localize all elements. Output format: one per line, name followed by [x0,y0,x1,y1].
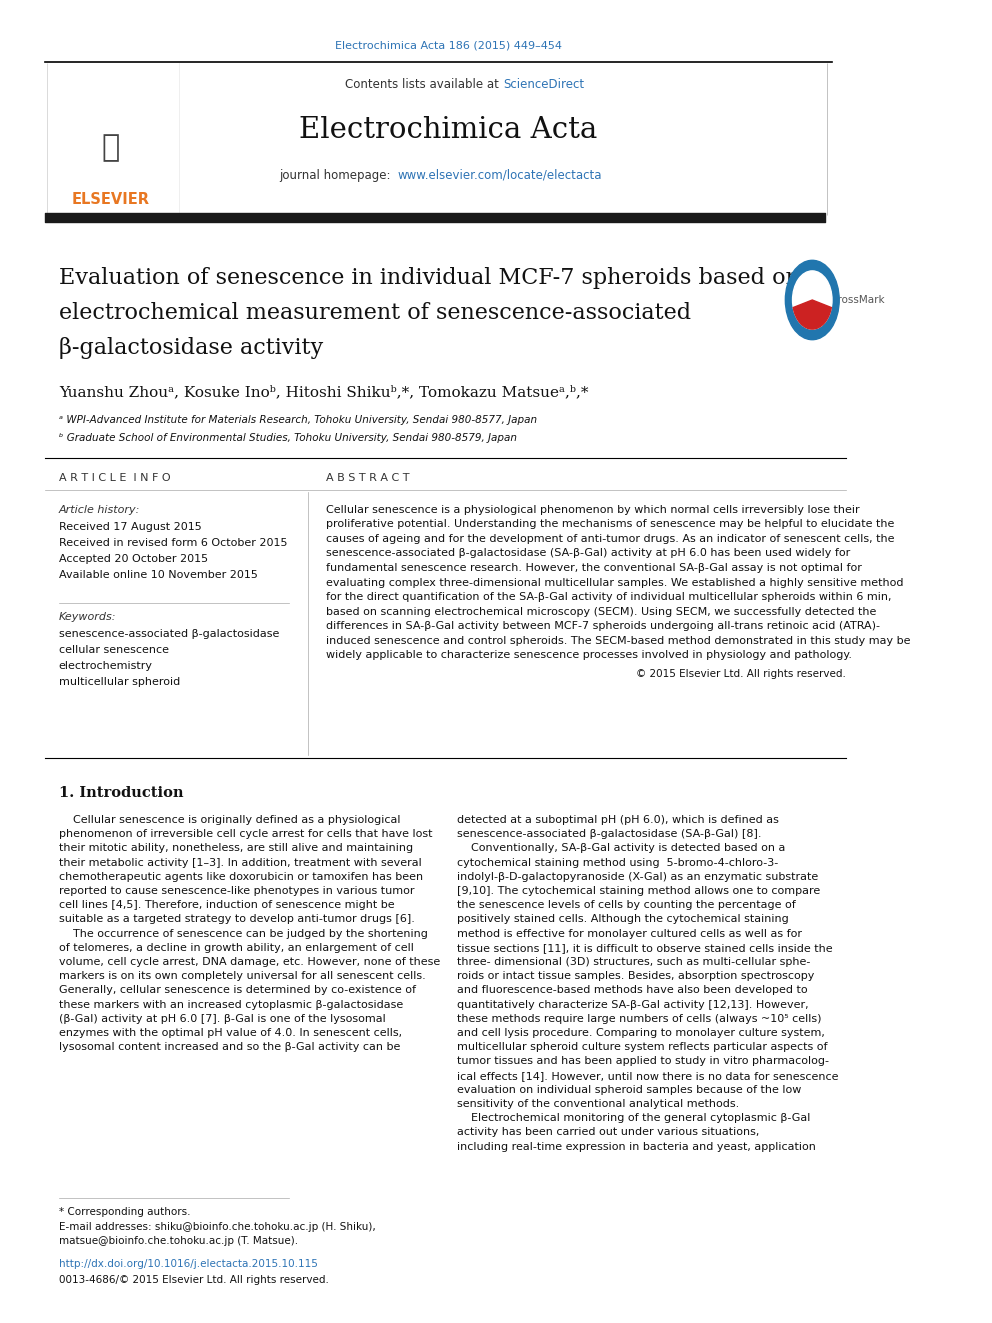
Text: including real-time expression in bacteria and yeast, application: including real-time expression in bacter… [456,1142,815,1151]
Text: evaluating complex three-dimensional multicellular samples. We established a hig: evaluating complex three-dimensional mul… [325,578,903,587]
Text: method is effective for monolayer cultured cells as well as for: method is effective for monolayer cultur… [456,929,802,938]
Text: evaluation on individual spheroid samples because of the low: evaluation on individual spheroid sample… [456,1085,802,1095]
Text: Received in revised form 6 October 2015: Received in revised form 6 October 2015 [59,538,288,548]
Text: the senescence levels of cells by counting the percentage of: the senescence levels of cells by counti… [456,900,796,910]
Text: Available online 10 November 2015: Available online 10 November 2015 [59,570,258,579]
Text: ical effects [14]. However, until now there is no data for senescence: ical effects [14]. However, until now th… [456,1070,838,1081]
Text: cell lines [4,5]. Therefore, induction of senescence might be: cell lines [4,5]. Therefore, induction o… [59,900,395,910]
Text: tissue sections [11], it is difficult to observe stained cells inside the: tissue sections [11], it is difficult to… [456,943,832,953]
Text: of telomeres, a decline in growth ability, an enlargement of cell: of telomeres, a decline in growth abilit… [59,943,414,953]
Text: cellular senescence: cellular senescence [59,646,169,655]
Text: 1. Introduction: 1. Introduction [59,786,184,800]
Text: enzymes with the optimal pH value of 4.0. In senescent cells,: enzymes with the optimal pH value of 4.0… [59,1028,402,1039]
Text: widely applicable to characterize senescence processes involved in physiology an: widely applicable to characterize senesc… [325,650,852,660]
Text: Electrochimica
Acta: Electrochimica Acta [830,131,884,148]
Text: matsue@bioinfo.che.tohoku.ac.jp (T. Matsue).: matsue@bioinfo.che.tohoku.ac.jp (T. Mats… [59,1236,298,1246]
Text: www.elsevier.com/locate/electacta: www.elsevier.com/locate/electacta [398,168,602,181]
Text: β-galactosidase activity: β-galactosidase activity [59,337,323,359]
Text: chemotherapeutic agents like doxorubicin or tamoxifen has been: chemotherapeutic agents like doxorubicin… [59,872,423,882]
Text: (β-Gal) activity at pH 6.0 [7]. β-Gal is one of the lysosomal: (β-Gal) activity at pH 6.0 [7]. β-Gal is… [59,1013,386,1024]
Text: their metabolic activity [1–3]. In addition, treatment with several: their metabolic activity [1–3]. In addit… [59,857,422,868]
Text: Contents lists available at: Contents lists available at [345,78,503,90]
Text: ELSEVIER: ELSEVIER [71,193,150,208]
Text: sensitivity of the conventional analytical methods.: sensitivity of the conventional analytic… [456,1099,739,1109]
Text: phenomenon of irreversible cell cycle arrest for cells that have lost: phenomenon of irreversible cell cycle ar… [59,830,433,839]
Text: tumor tissues and has been applied to study in vitro pharmacolog-: tumor tissues and has been applied to st… [456,1056,828,1066]
Text: and cell lysis procedure. Comparing to monolayer culture system,: and cell lysis procedure. Comparing to m… [456,1028,824,1039]
Text: ᵃ WPI-Advanced Institute for Materials Research, Tohoku University, Sendai 980-8: ᵃ WPI-Advanced Institute for Materials R… [59,415,537,425]
Text: A B S T R A C T: A B S T R A C T [325,474,409,483]
Text: Cellular senescence is originally defined as a physiological: Cellular senescence is originally define… [59,815,401,826]
Text: three- dimensional (3D) structures, such as multi-cellular sphe-: three- dimensional (3D) structures, such… [456,957,810,967]
Text: markers is on its own completely universal for all senescent cells.: markers is on its own completely univers… [59,971,426,982]
Text: reported to cause senescence-like phenotypes in various tumor: reported to cause senescence-like phenot… [59,886,415,896]
Text: cytochemical staining method using  5-bromo-4-chloro-3-: cytochemical staining method using 5-bro… [456,857,778,868]
Text: suitable as a targeted strategy to develop anti-tumor drugs [6].: suitable as a targeted strategy to devel… [59,914,415,925]
Text: Keywords:: Keywords: [59,613,116,622]
Text: lysosomal content increased and so the β-Gal activity can be: lysosomal content increased and so the β… [59,1043,400,1052]
Text: journal homepage:: journal homepage: [279,168,398,181]
Text: The occurrence of senescence can be judged by the shortening: The occurrence of senescence can be judg… [59,929,428,938]
Text: quantitatively characterize SA-β-Gal activity [12,13]. However,: quantitatively characterize SA-β-Gal act… [456,1000,808,1009]
Text: CrossMark: CrossMark [830,295,885,306]
Text: © 2015 Elsevier Ltd. All rights reserved.: © 2015 Elsevier Ltd. All rights reserved… [636,668,846,679]
Text: Article history:: Article history: [59,505,140,515]
Text: * Corresponding authors.: * Corresponding authors. [59,1207,190,1217]
Text: and fluorescence-based methods have also been developed to: and fluorescence-based methods have also… [456,986,807,995]
Text: these methods require large numbers of cells (always ~10⁵ cells): these methods require large numbers of c… [456,1013,821,1024]
Text: Generally, cellular senescence is determined by co-existence of: Generally, cellular senescence is determ… [59,986,416,995]
Text: Yuanshu Zhouᵃ, Kosuke Inoᵇ, Hitoshi Shikuᵇ,*, Tomokazu Matsueᵃ,ᵇ,*: Yuanshu Zhouᵃ, Kosuke Inoᵇ, Hitoshi Shik… [59,385,588,400]
Text: roids or intact tissue samples. Besides, absorption spectroscopy: roids or intact tissue samples. Besides,… [456,971,814,982]
Wedge shape [794,300,831,329]
Text: activity has been carried out under various situations,: activity has been carried out under vari… [456,1127,759,1138]
Text: Received 17 August 2015: Received 17 August 2015 [59,523,201,532]
Text: volume, cell cycle arrest, DNA damage, etc. However, none of these: volume, cell cycle arrest, DNA damage, e… [59,957,440,967]
Text: their mitotic ability, nonetheless, are still alive and maintaining: their mitotic ability, nonetheless, are … [59,843,413,853]
Text: http://dx.doi.org/10.1016/j.electacta.2015.10.115: http://dx.doi.org/10.1016/j.electacta.20… [59,1259,317,1269]
Text: Electrochimica Acta: Electrochimica Acta [300,116,598,144]
Text: Electrochimica Acta 186 (2015) 449–454: Electrochimica Acta 186 (2015) 449–454 [335,40,562,50]
Text: electrochemical measurement of senescence-associated: electrochemical measurement of senescenc… [59,302,690,324]
Text: multicellular spheroid culture system reflects particular aspects of: multicellular spheroid culture system re… [456,1043,827,1052]
Text: 🌳: 🌳 [101,134,119,163]
Circle shape [793,271,832,329]
Text: Evaluation of senescence in individual MCF-7 spheroids based on: Evaluation of senescence in individual M… [59,267,800,288]
Text: Electrochemical monitoring of the general cytoplasmic β-Gal: Electrochemical monitoring of the genera… [456,1113,810,1123]
Text: indolyl-β-D-galactopyranoside (X-Gal) as an enzymatic substrate: indolyl-β-D-galactopyranoside (X-Gal) as… [456,872,818,882]
Text: electrochemistry: electrochemistry [59,662,153,671]
Text: E-mail addresses: shiku@bioinfo.che.tohoku.ac.jp (H. Shiku),: E-mail addresses: shiku@bioinfo.che.toho… [59,1222,376,1232]
Text: multicellular spheroid: multicellular spheroid [59,677,180,687]
Text: senescence-associated β-galactosidase: senescence-associated β-galactosidase [59,628,279,639]
Text: for the direct quantification of the SA-β-Gal activity of individual multicellul: for the direct quantification of the SA-… [325,591,891,602]
Text: fundamental senescence research. However, the conventional SA-β-Gal assay is not: fundamental senescence research. However… [325,564,861,573]
Text: Accepted 20 October 2015: Accepted 20 October 2015 [59,554,208,564]
Text: differences in SA-β-Gal activity between MCF-7 spheroids undergoing all-trans re: differences in SA-β-Gal activity between… [325,620,880,631]
Text: 0013-4686/© 2015 Elsevier Ltd. All rights reserved.: 0013-4686/© 2015 Elsevier Ltd. All right… [59,1275,328,1285]
Circle shape [786,261,839,340]
Text: detected at a suboptimal pH (pH 6.0), which is defined as: detected at a suboptimal pH (pH 6.0), wh… [456,815,779,826]
Text: positively stained cells. Although the cytochemical staining: positively stained cells. Although the c… [456,914,789,925]
Text: proliferative potential. Understanding the mechanisms of senescence may be helpf: proliferative potential. Understanding t… [325,520,894,529]
Text: ScienceDirect: ScienceDirect [503,78,584,90]
Text: these markers with an increased cytoplasmic β-galactosidase: these markers with an increased cytoplas… [59,1000,403,1009]
Text: Cellular senescence is a physiological phenomenon by which normal cells irrevers: Cellular senescence is a physiological p… [325,505,859,515]
Text: causes of ageing and for the development of anti-tumor drugs. As an indicator of: causes of ageing and for the development… [325,534,894,544]
Text: A R T I C L E  I N F O: A R T I C L E I N F O [59,474,171,483]
Text: [9,10]. The cytochemical staining method allows one to compare: [9,10]. The cytochemical staining method… [456,886,820,896]
Text: senescence-associated β-galactosidase (SA-β-Gal) [8].: senescence-associated β-galactosidase (S… [456,830,761,839]
Text: Conventionally, SA-β-Gal activity is detected based on a: Conventionally, SA-β-Gal activity is det… [456,843,785,853]
Text: ᵇ Graduate School of Environmental Studies, Tohoku University, Sendai 980-8579, : ᵇ Graduate School of Environmental Studi… [59,433,517,443]
Text: induced senescence and control spheroids. The SECM-based method demonstrated in : induced senescence and control spheroids… [325,635,910,646]
Text: senescence-associated β-galactosidase (SA-β-Gal) activity at pH 6.0 has been use: senescence-associated β-galactosidase (S… [325,549,850,558]
Text: based on scanning electrochemical microscopy (SECM). Using SECM, we successfully: based on scanning electrochemical micros… [325,606,876,617]
